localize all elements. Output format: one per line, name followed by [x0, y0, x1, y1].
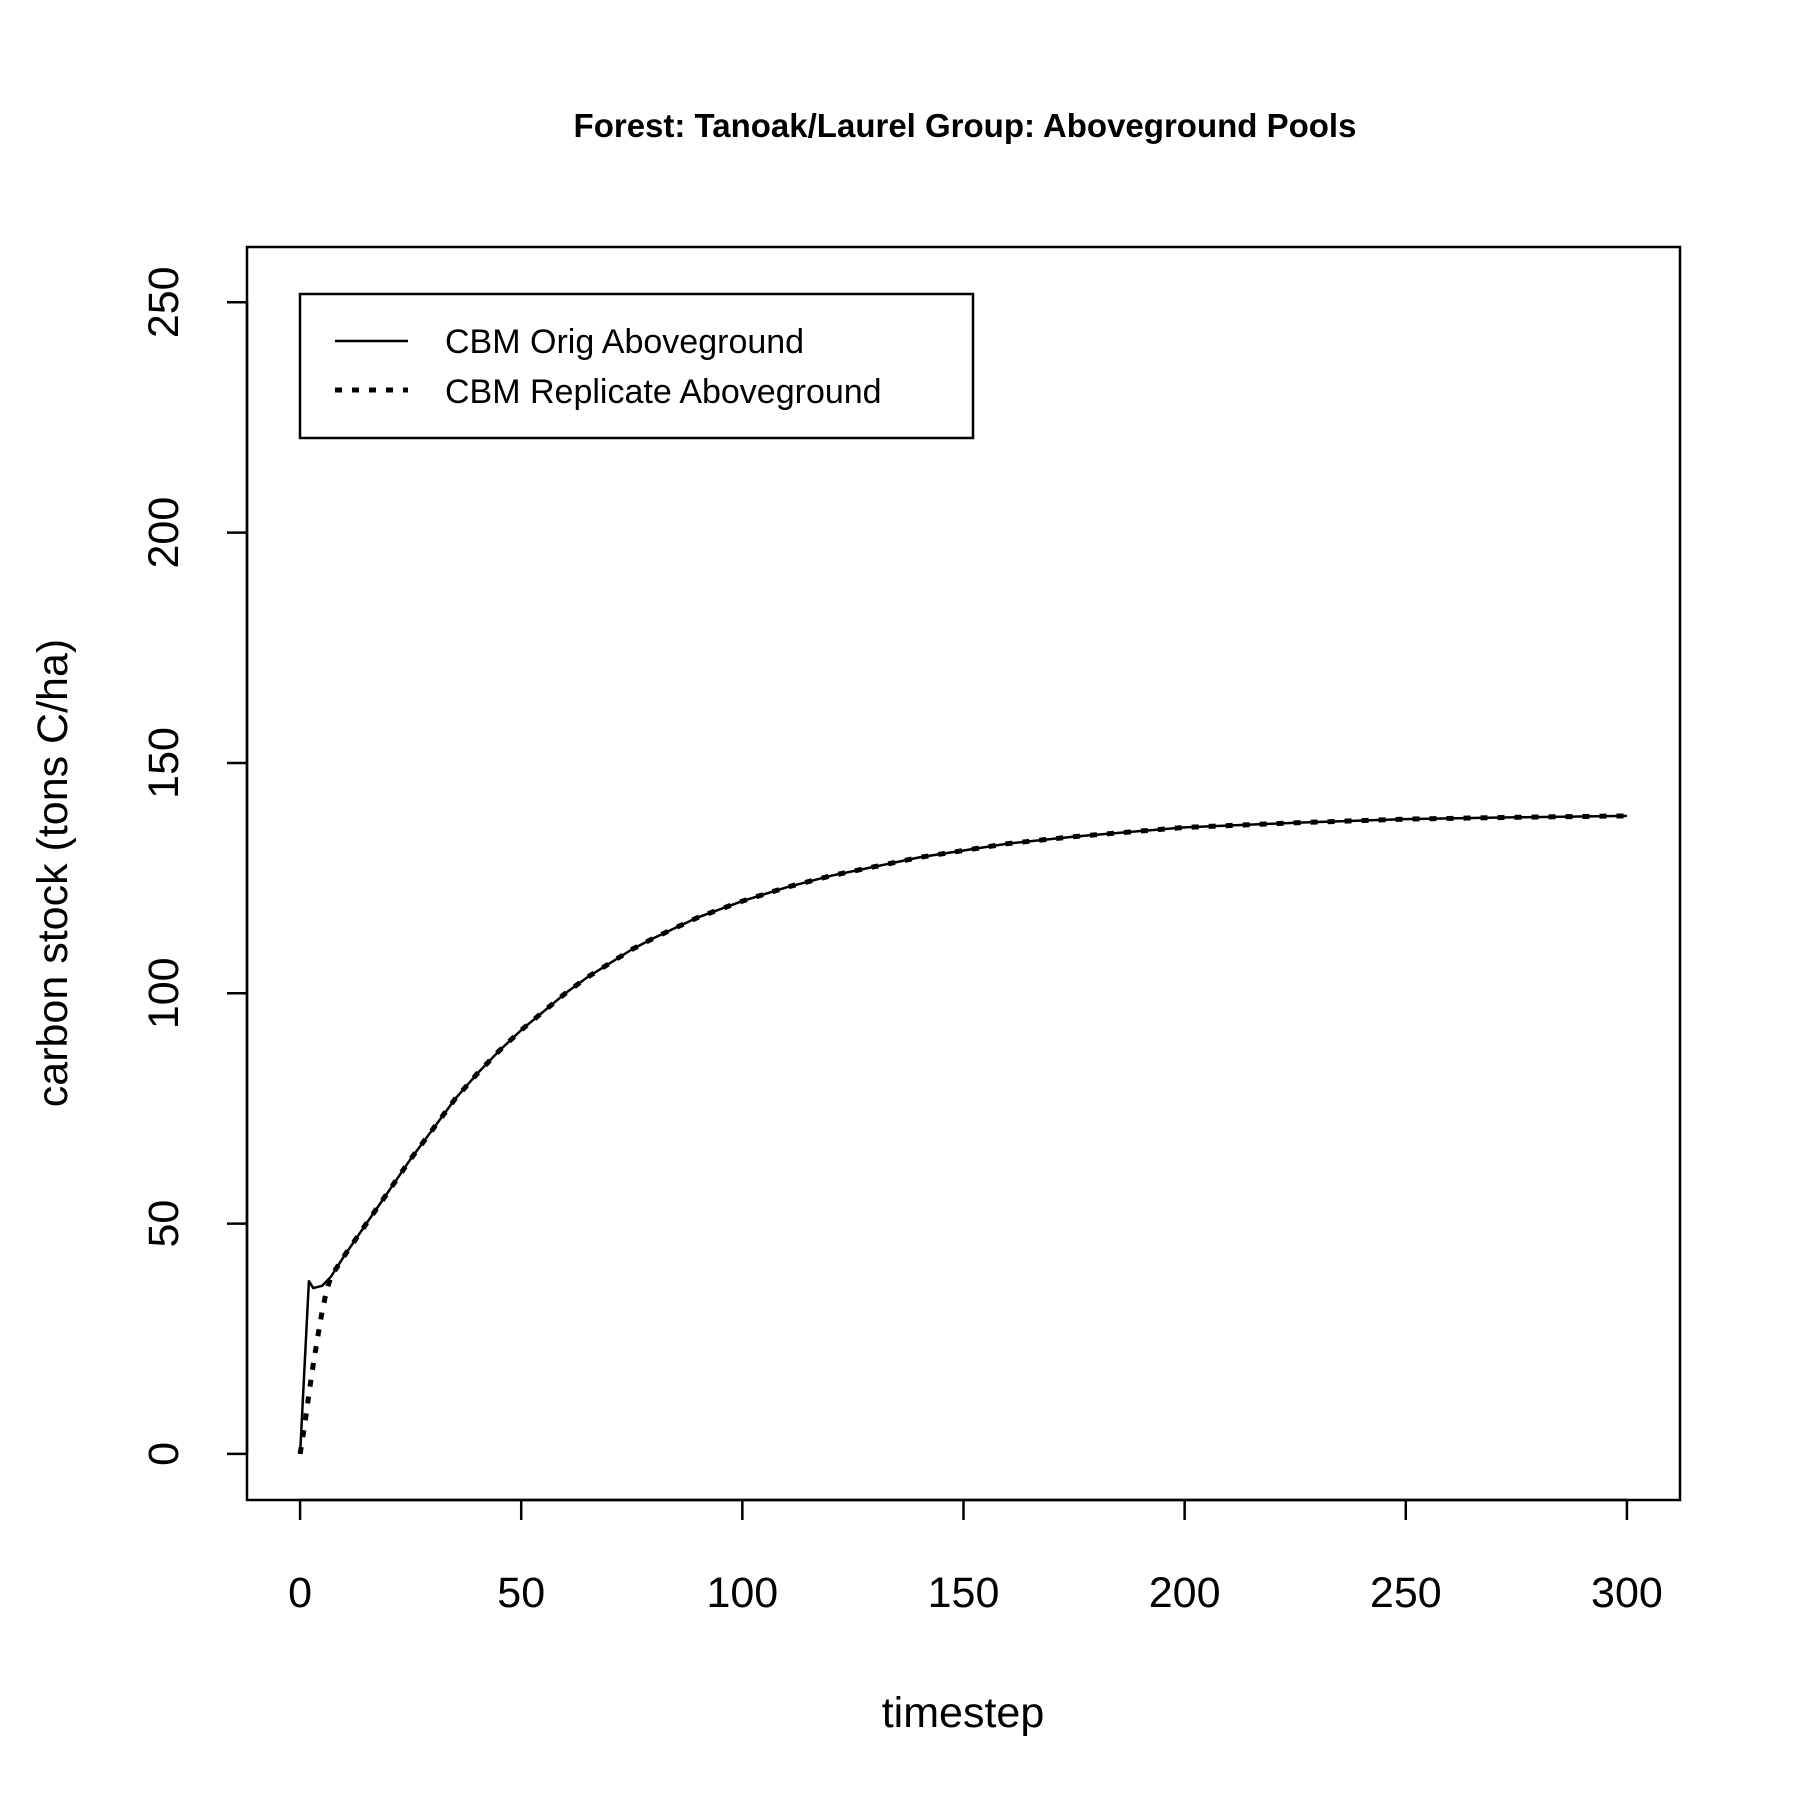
x-axis-label: timestep [882, 1689, 1045, 1737]
series-line-orig [298, 814, 1627, 1454]
y-tick-label: 100 [140, 957, 188, 1029]
chart-title: Forest: Tanoak/Laurel Group: Aboveground… [574, 107, 1357, 144]
series-line-replicate [297, 813, 1627, 1455]
y-tick-label: 250 [140, 266, 188, 338]
x-tick-label: 50 [497, 1569, 545, 1617]
y-tick-label: 200 [140, 497, 188, 569]
legend-label-replicate: CBM Replicate Aboveground [445, 373, 882, 411]
legend-box [298, 292, 975, 440]
y-axis-label: carbon stock (tons C/ha) [29, 639, 77, 1107]
legend: CBM Orig Aboveground CBM Replicate Above… [298, 292, 975, 440]
x-tick-label: 100 [706, 1569, 778, 1617]
x-tick-label: 150 [928, 1569, 1000, 1617]
y-tick-label: 50 [140, 1200, 188, 1248]
x-tick-label: 300 [1591, 1569, 1663, 1617]
y-axis: 0 50 100 150 200 250 [140, 266, 249, 1466]
x-tick-label: 250 [1370, 1569, 1442, 1617]
y-tick-label: 150 [140, 727, 188, 799]
legend-label-orig: CBM Orig Aboveground [445, 323, 804, 361]
x-axis: 0 50 100 150 200 250 300 [288, 1498, 1663, 1617]
series-group [297, 813, 1627, 1455]
y-tick-label: 0 [140, 1442, 188, 1466]
x-tick-label: 0 [288, 1569, 312, 1617]
x-tick-label: 200 [1149, 1569, 1221, 1617]
